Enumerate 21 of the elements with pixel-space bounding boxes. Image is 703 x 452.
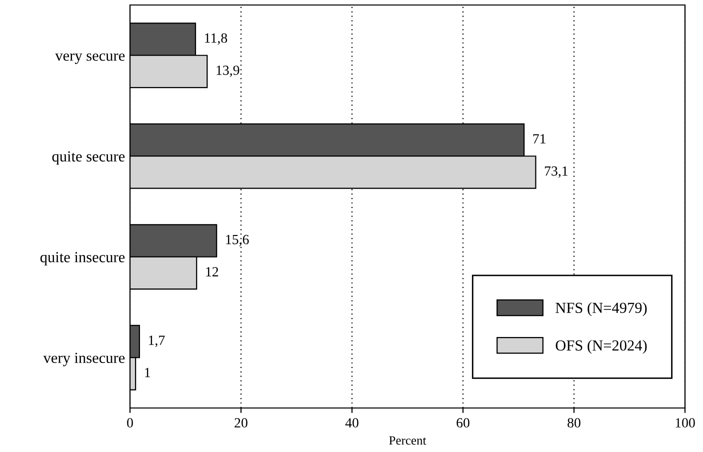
x-tick-label: 0	[127, 418, 133, 428]
x-tick-label: 40	[345, 418, 358, 428]
data-label: 1,7	[148, 336, 165, 347]
legend-label: NFS (N=4979)	[556, 302, 647, 316]
data-label: 13,9	[216, 66, 240, 77]
y-tick-label: very secure	[55, 53, 125, 64]
x-axis-title: Percent	[389, 436, 426, 445]
x-tick-label: 100	[676, 418, 695, 428]
data-label: 12	[206, 267, 218, 276]
data-label: 73,1	[544, 166, 568, 178]
data-label: 15,6	[226, 234, 249, 246]
x-tick-label: 60	[456, 418, 470, 428]
y-tick-label: quite secure	[52, 151, 125, 165]
data-label: 11,8	[205, 33, 228, 45]
x-tick-label: 80	[568, 418, 580, 428]
x-tick-label: 20	[234, 418, 248, 428]
y-tick-label: quite insecure	[40, 252, 125, 266]
y-tick-label: very insecure	[43, 352, 125, 366]
legend-label: OFS (N=2024)	[556, 340, 647, 354]
data-label: 71	[533, 134, 546, 144]
data-label: 1	[145, 368, 150, 378]
